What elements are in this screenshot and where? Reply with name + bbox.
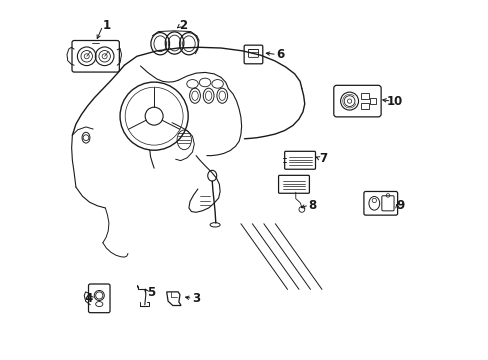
Bar bbox=[360, 93, 368, 99]
Text: 4: 4 bbox=[84, 292, 92, 305]
Text: 6: 6 bbox=[276, 48, 284, 61]
Text: 3: 3 bbox=[192, 292, 200, 305]
Bar bbox=[360, 103, 368, 109]
Text: 2: 2 bbox=[179, 19, 187, 32]
Bar bbox=[369, 98, 375, 104]
Text: 5: 5 bbox=[147, 287, 155, 300]
Text: 10: 10 bbox=[386, 95, 403, 108]
Text: 1: 1 bbox=[102, 19, 110, 32]
Text: 8: 8 bbox=[308, 199, 316, 212]
Text: 7: 7 bbox=[319, 152, 327, 165]
Text: 9: 9 bbox=[396, 199, 404, 212]
